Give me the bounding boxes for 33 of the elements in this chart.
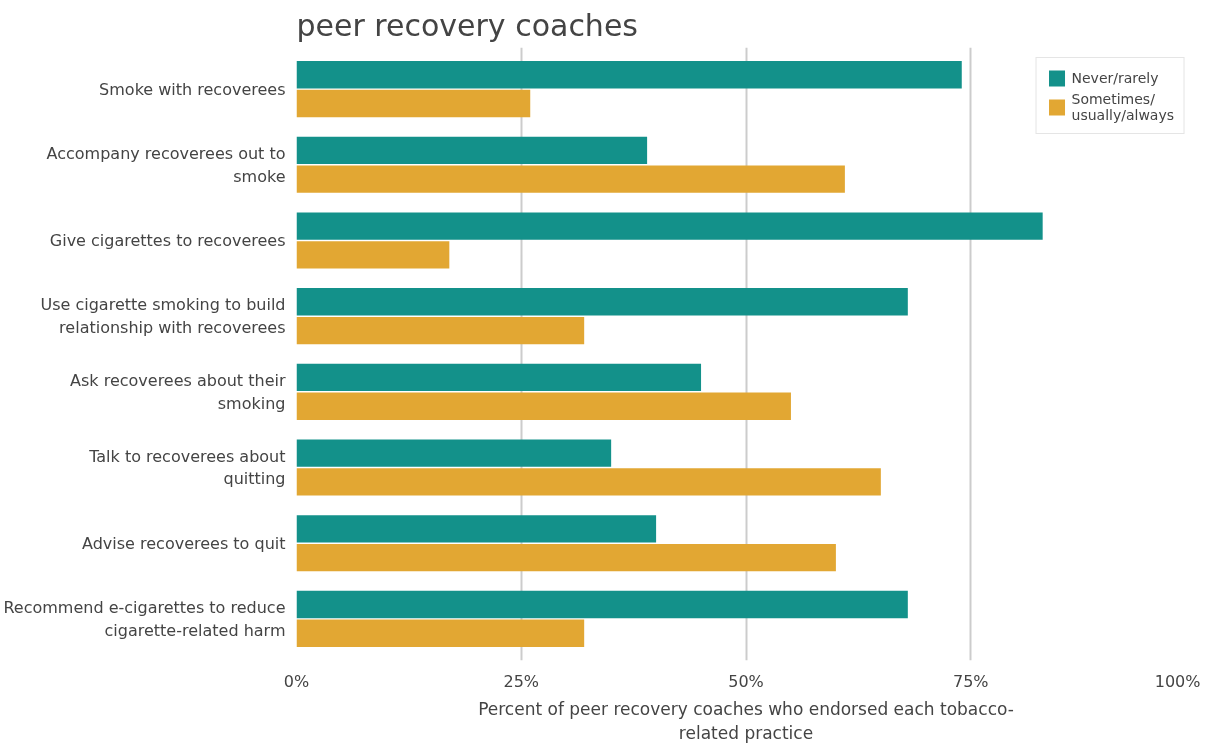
legend-label: Never/rarely xyxy=(1071,70,1159,86)
y-tick-label: Ask recoverees about their smoking xyxy=(70,370,286,413)
y-tick-label: Give cigarettes to recoverees xyxy=(49,230,286,250)
x-tick-label: 25% xyxy=(503,671,540,691)
y-tick-label: Accompany recoverees out to smoke xyxy=(46,143,286,186)
bar xyxy=(296,619,585,647)
y-tick-label: Advise recoverees to quit xyxy=(82,533,286,553)
x-tick-label: 0% xyxy=(283,671,310,691)
bar xyxy=(296,392,791,420)
x-axis-title: Percent of peer recovery coaches who endorsed each tobacco-related practice xyxy=(478,698,1014,743)
bar xyxy=(296,590,908,619)
bar xyxy=(296,288,908,316)
bar xyxy=(296,61,962,89)
legend-label: Sometimes/ usually/always xyxy=(1071,91,1174,123)
bar xyxy=(296,439,612,467)
chart-title: peer recovery coaches xyxy=(296,7,638,43)
bar xyxy=(296,468,881,496)
bar xyxy=(296,165,845,193)
bar xyxy=(296,543,836,572)
bar xyxy=(296,363,702,392)
x-tick-label: 100% xyxy=(1154,671,1201,691)
y-tick-label: Talk to recoverees about quitting xyxy=(88,446,286,489)
bar xyxy=(296,136,648,165)
y-tick-label: Use cigarette smoking to build relationship with recoverees xyxy=(40,295,286,338)
x-tick-label: 75% xyxy=(952,671,989,691)
y-tick-label: Recommend e-cigarettes to reduce cigarette-related harm xyxy=(3,597,286,640)
x-tick-label: 50% xyxy=(728,671,764,691)
bar xyxy=(296,89,531,118)
bar xyxy=(296,241,450,269)
bar xyxy=(296,212,1043,240)
bar xyxy=(296,316,585,345)
bar xyxy=(296,515,657,543)
y-tick-label: Smoke with recoverees xyxy=(99,79,286,99)
